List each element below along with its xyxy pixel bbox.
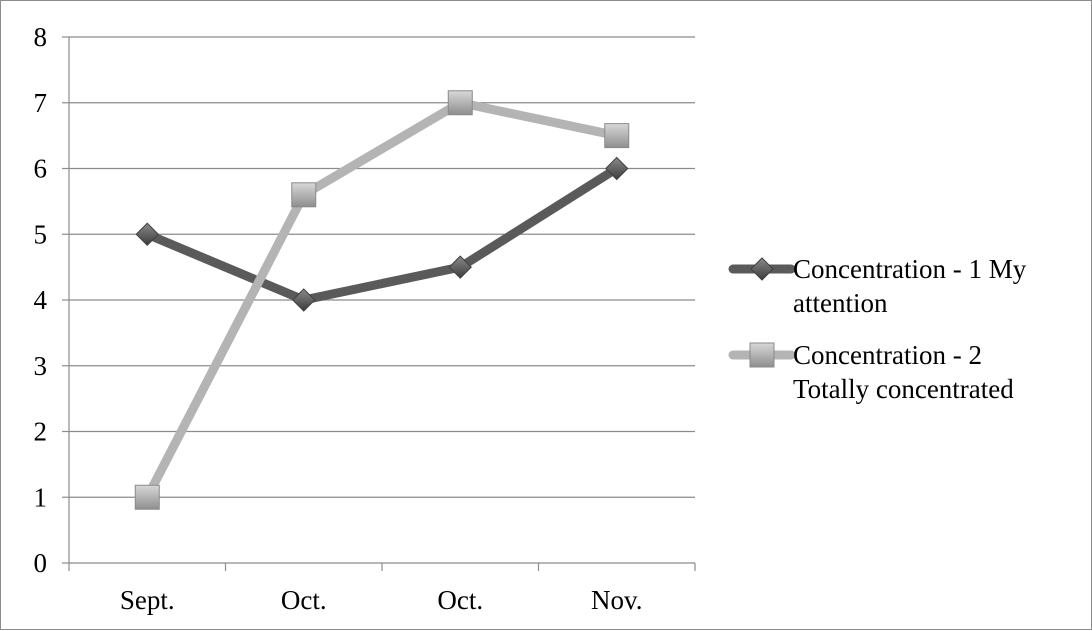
y-tick-label: 0 (34, 548, 48, 578)
x-tick-label: Oct. (437, 585, 483, 615)
y-tick-label: 4 (34, 285, 48, 315)
legend-marker-1 (750, 257, 774, 281)
series-line-2 (142, 98, 622, 502)
legend-label: Totally concentrated (793, 374, 1014, 404)
y-tick-label: 1 (34, 482, 48, 512)
x-tick-label: Oct. (281, 585, 327, 615)
data-point-series-1 (605, 156, 629, 181)
y-tick-label: 6 (34, 154, 48, 184)
y-tick-label: 5 (34, 219, 48, 249)
x-tick-label: Nov. (591, 585, 643, 615)
legend-label: Concentration - 2 (793, 340, 982, 370)
data-point-series-2 (604, 123, 630, 149)
data-point-series-2 (447, 90, 473, 116)
legend-label: Concentration - 1 My (793, 254, 1027, 284)
data-point-series-2 (134, 484, 160, 510)
legend-label: attention (793, 288, 888, 318)
data-point-series-1 (135, 222, 159, 246)
data-point-series-1 (292, 288, 316, 312)
y-tick-label: 3 (34, 351, 48, 381)
y-tick-label: 2 (34, 417, 48, 447)
legend-marker-2 (749, 342, 775, 368)
series-line-1 (142, 164, 622, 305)
data-point-series-2 (291, 182, 317, 208)
y-tick-label: 8 (34, 22, 48, 52)
data-point-series-1 (448, 255, 472, 279)
y-tick-label: 7 (34, 88, 48, 118)
x-tick-label: Sept. (120, 585, 175, 615)
